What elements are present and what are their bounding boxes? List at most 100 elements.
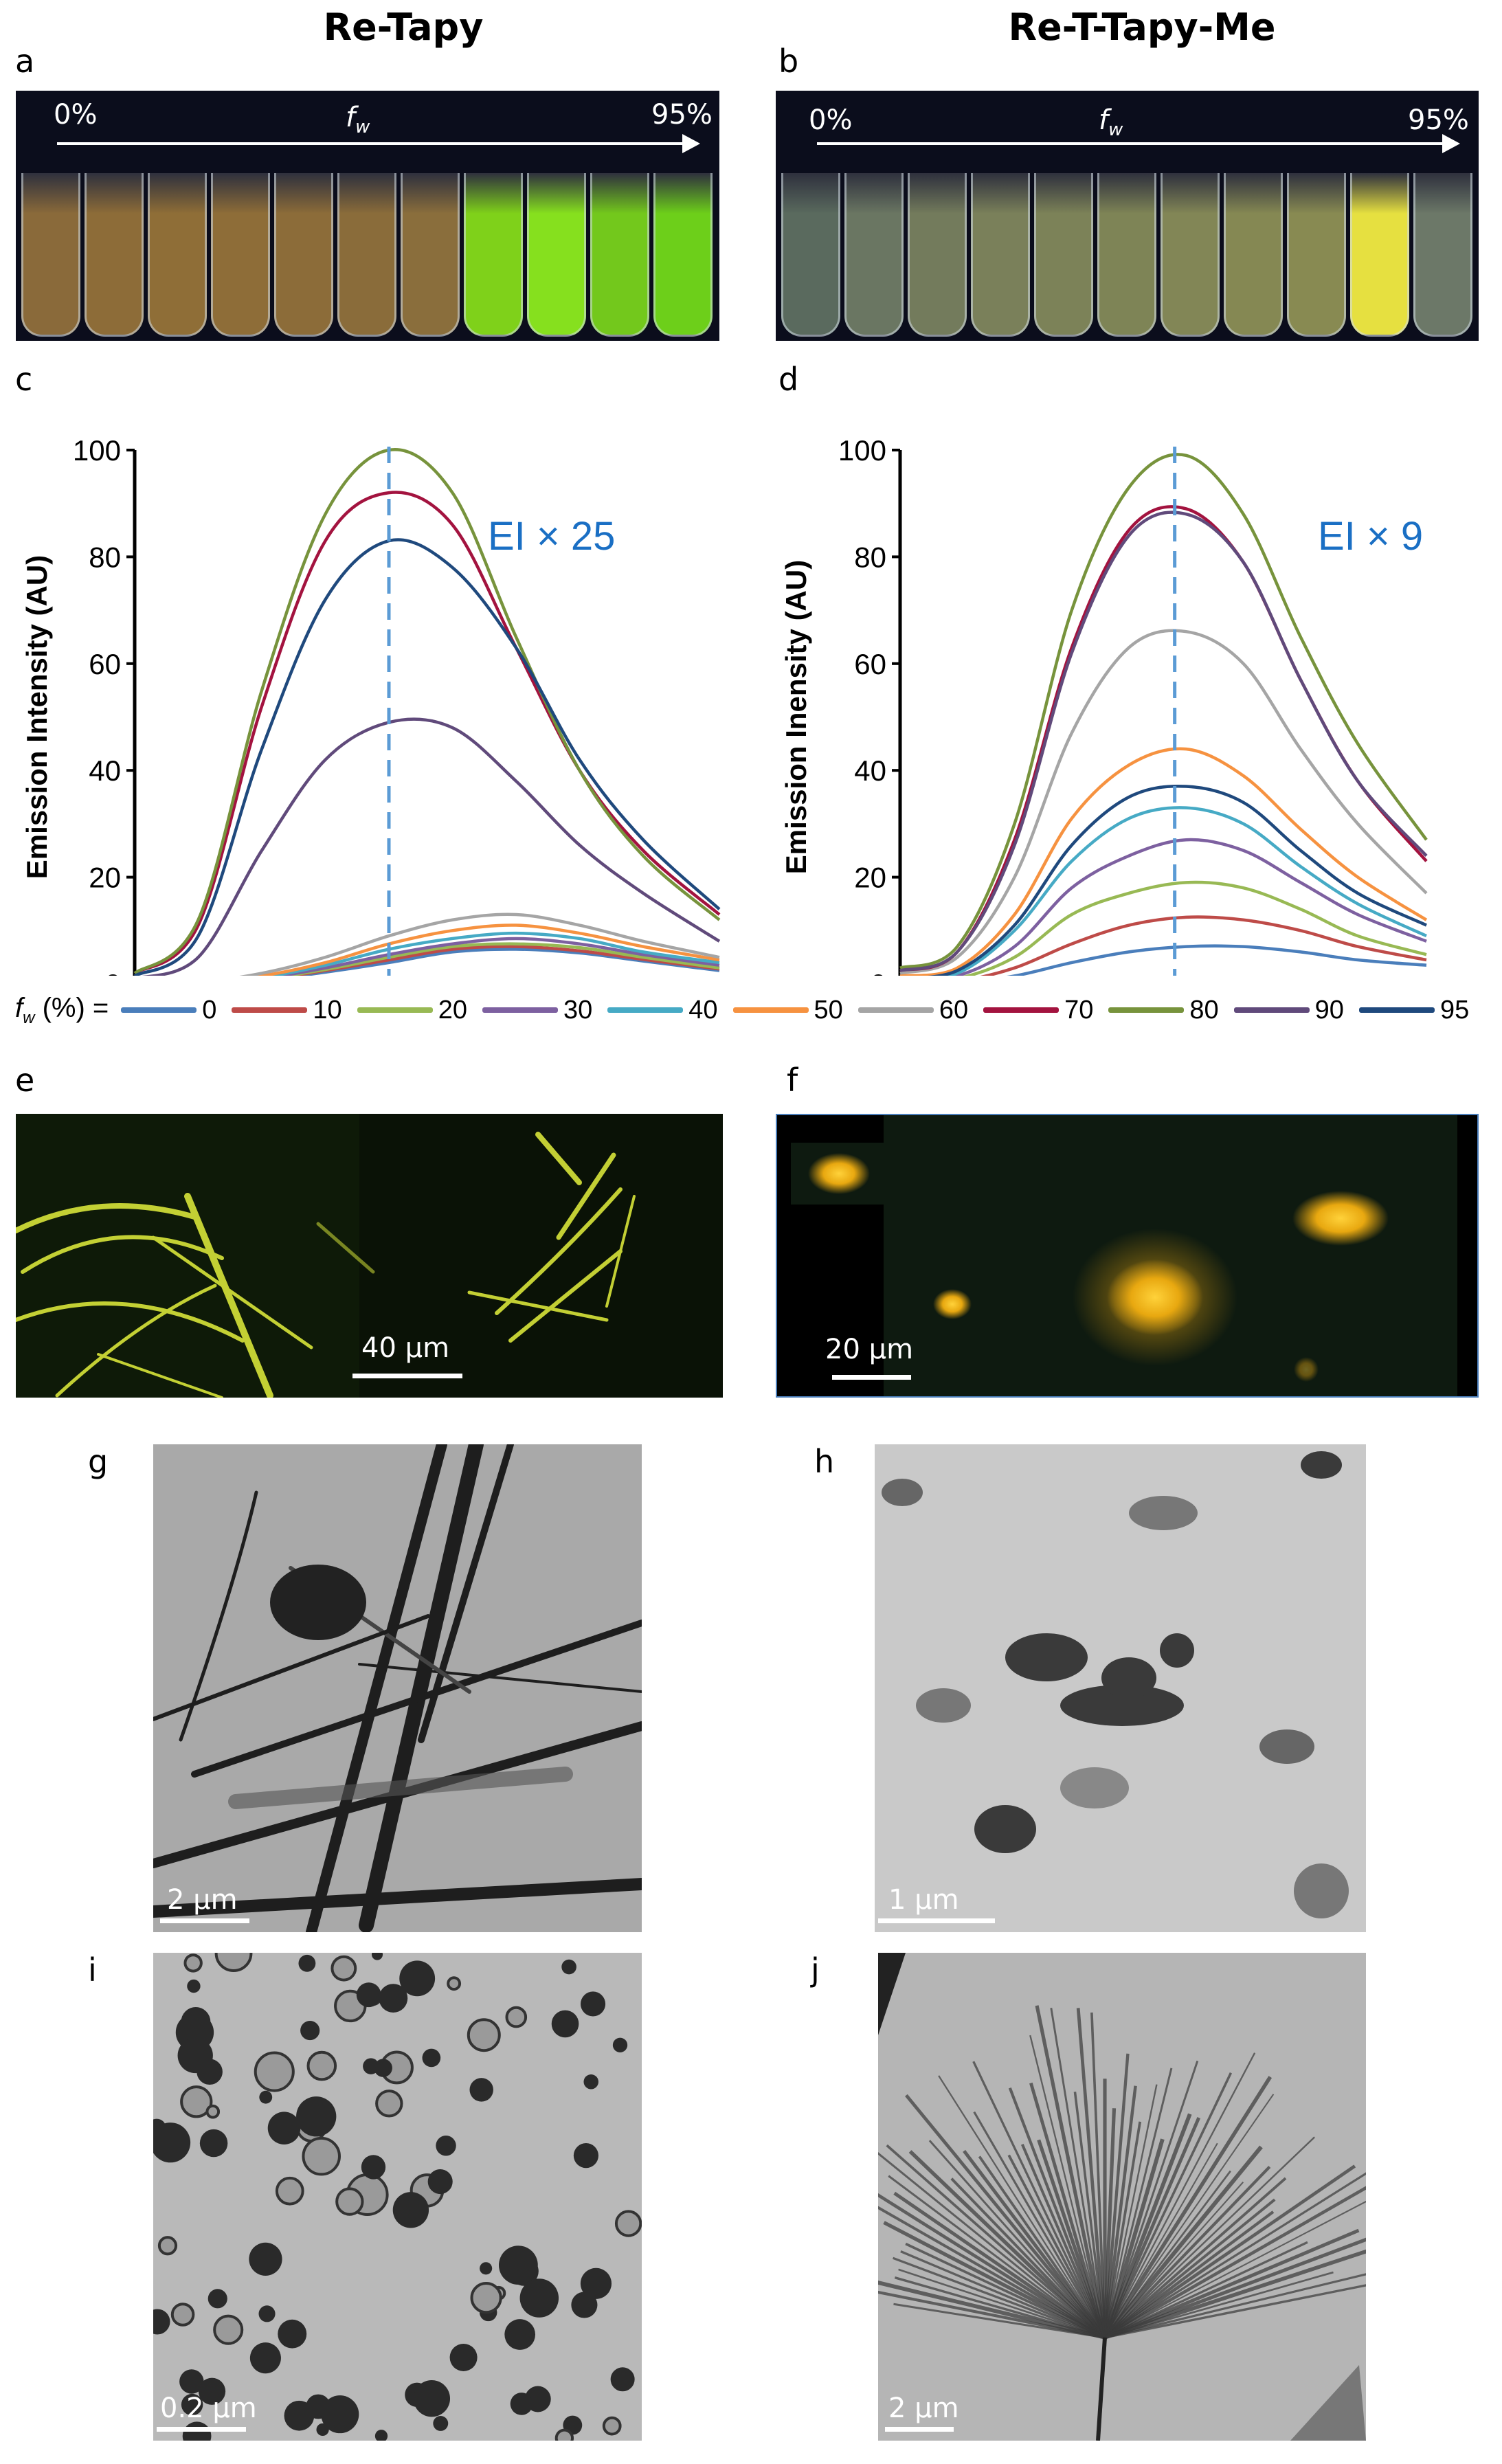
series-line-0 — [288, 948, 720, 976]
particle — [561, 1959, 576, 1975]
series-line-20 — [277, 942, 720, 976]
y-tick-label: 80 — [854, 541, 886, 573]
crystal-needle — [1104, 2284, 1366, 2339]
panel-label-a: a — [15, 43, 35, 80]
tem-image-i: 0.2 µm — [153, 1953, 642, 2441]
series-line-70 — [899, 505, 1428, 972]
vial — [1097, 173, 1156, 337]
series-line-80 — [899, 453, 1428, 970]
particle — [422, 2048, 441, 2068]
particle — [199, 2129, 228, 2158]
particle — [510, 2393, 533, 2415]
particle — [551, 2010, 579, 2038]
crystal-needle — [1007, 2154, 1106, 2338]
crystal-needle — [1103, 2053, 1130, 2338]
fw-symbol: f — [346, 102, 356, 133]
crystal-needle — [978, 2155, 1106, 2339]
legend-fw-symbol: f — [15, 992, 23, 1023]
crystal-needle — [1103, 2186, 1366, 2340]
crystal-needle — [893, 2191, 1106, 2340]
particle — [480, 2262, 493, 2275]
legend-item-50: 50 — [732, 996, 843, 1025]
y-tick-label: 0 — [105, 968, 121, 976]
crystal-needle — [1103, 2138, 1165, 2338]
vial — [971, 173, 1030, 337]
legend-item-90: 90 — [1233, 996, 1344, 1025]
particle — [249, 2242, 282, 2276]
particle — [181, 2007, 211, 2037]
scale-bar — [157, 2427, 246, 2432]
crystal-needle — [1103, 2085, 1137, 2338]
crystal-needle — [1104, 2271, 1334, 2339]
fw-subscript: w — [1108, 120, 1123, 140]
crystal-needle — [973, 2111, 1106, 2338]
panel-label-c: c — [15, 361, 33, 398]
crystal-needle — [893, 2303, 1106, 2339]
legend-swatch — [1358, 1007, 1435, 1013]
particle — [335, 2187, 364, 2216]
y-axis-title: Emission Inensity (AU) — [780, 560, 812, 874]
crystal-needle — [1103, 2164, 1356, 2339]
vial — [1034, 173, 1093, 337]
fluorescence-image-f: 20 µm — [776, 1114, 1479, 1398]
legend-swatch — [232, 1007, 308, 1013]
particle — [433, 2416, 449, 2431]
crystal-needle — [1104, 2136, 1316, 2338]
crystal-needle — [1104, 2237, 1366, 2340]
particle — [469, 2078, 493, 2102]
scale-bar — [878, 1918, 995, 1923]
series-line-90 — [142, 717, 721, 976]
scale-bar — [832, 1375, 911, 1380]
particle — [392, 2192, 429, 2228]
scale-bar — [885, 2427, 954, 2432]
particle — [413, 2380, 451, 2417]
tem-aggregates-image — [882, 1451, 1349, 1918]
particle — [581, 1991, 606, 2017]
series-line-30 — [952, 838, 1427, 976]
particle — [179, 2369, 204, 2394]
crystal-needle — [1035, 2005, 1107, 2338]
legend-label: 30 — [563, 995, 593, 1024]
crystal-needle — [938, 2075, 1106, 2338]
fw-end-label: 95% — [1408, 104, 1469, 136]
arrow-head-icon — [682, 134, 700, 153]
vial — [1413, 173, 1472, 337]
scale-label: 40 µm — [361, 1332, 450, 1364]
fw-label: fw — [346, 102, 370, 137]
particle — [259, 2090, 273, 2104]
particle — [361, 2155, 386, 2180]
fw-label: fw — [1099, 104, 1123, 140]
crystal-needle — [1050, 2007, 1106, 2338]
vial — [148, 173, 207, 337]
crystal-needle — [893, 2256, 1106, 2339]
panel-label-i: i — [88, 1951, 97, 1989]
legend-swatch — [858, 1007, 934, 1013]
panel-label-b: b — [778, 43, 799, 80]
particle — [213, 2314, 244, 2345]
vial-photo-a: 0% fw 95% — [16, 91, 719, 341]
crystal-needle — [1073, 2092, 1106, 2338]
particle — [267, 2112, 301, 2144]
legend-item-30: 30 — [482, 996, 592, 1025]
particle — [602, 2416, 622, 2436]
particle — [208, 2289, 227, 2309]
legend-swatch — [121, 1007, 197, 1013]
fw-start-label: 0% — [809, 104, 853, 136]
y-tick-label: 40 — [854, 754, 886, 787]
crystal-stem — [1096, 2337, 1107, 2441]
series-line-40 — [941, 806, 1427, 976]
particle — [571, 2292, 598, 2318]
series-line-60 — [239, 912, 720, 976]
particle — [153, 2309, 170, 2335]
crystal-needle — [1103, 2117, 1201, 2338]
arrow-line — [817, 142, 1449, 145]
intensity-annotation: EI × 25 — [488, 514, 615, 559]
legend-label: 60 — [939, 995, 969, 1024]
y-tick-label: 20 — [854, 862, 886, 894]
crystal-needle — [1029, 2082, 1107, 2338]
particle — [249, 2342, 281, 2374]
vial — [1287, 173, 1346, 337]
particle — [374, 2059, 392, 2077]
scale-label: 20 µm — [825, 1334, 914, 1365]
y-axis-title: Emission Intensity (AU) — [21, 555, 53, 879]
